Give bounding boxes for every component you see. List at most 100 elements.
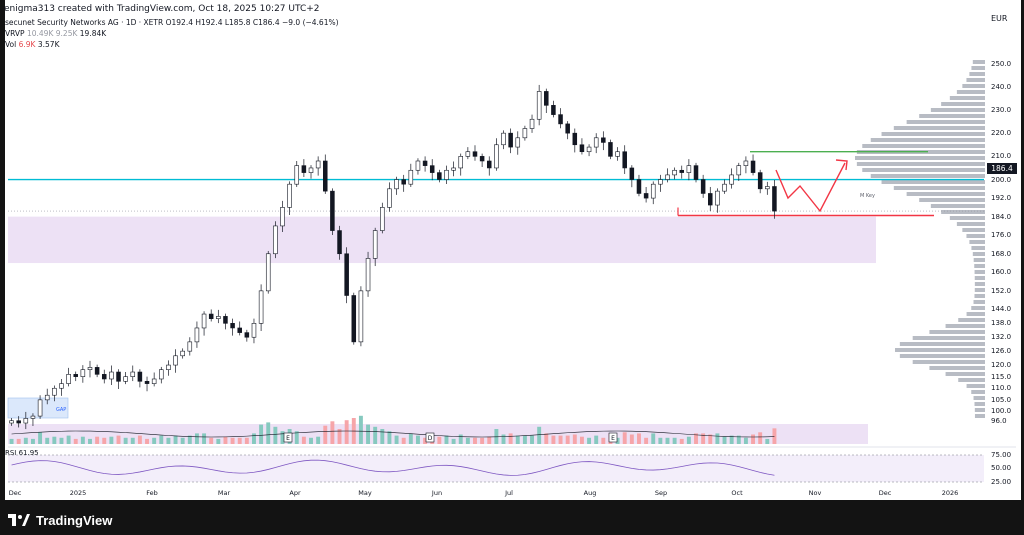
volume-profile-bar <box>862 144 985 148</box>
volume-profile-bar <box>974 402 985 406</box>
volume-bar <box>152 437 157 444</box>
volume-bar <box>280 431 285 444</box>
volume-bar <box>95 436 100 444</box>
volume-bar <box>736 435 741 444</box>
price-tick: 115.0 <box>991 372 1012 381</box>
volume-bar <box>38 432 43 444</box>
volume-legend[interactable]: Vol 6.9K 3.57K <box>5 40 60 49</box>
volume-profile-bar <box>930 204 985 208</box>
volume-bar <box>515 435 520 444</box>
candle-body <box>772 186 777 212</box>
volume-bar <box>537 426 542 444</box>
candle-body <box>429 165 435 173</box>
candle-body <box>750 160 756 173</box>
volume-bar <box>644 437 649 444</box>
symbol-legend[interactable]: secunet Security Networks AG · 1D · XETR… <box>5 18 339 27</box>
volume-bar <box>294 431 299 444</box>
volume-bar <box>722 436 727 444</box>
candle-body <box>593 137 599 148</box>
candle-body <box>151 378 157 384</box>
price-tick: 220.0 <box>991 129 1012 138</box>
volume-bar <box>358 415 363 444</box>
volume-profile-bar <box>856 162 985 166</box>
candle-body <box>59 383 64 389</box>
candle-body <box>494 144 499 169</box>
candle-body <box>679 169 685 173</box>
candle-body <box>180 350 185 357</box>
volume-bar <box>565 435 570 444</box>
volume-bar <box>622 432 627 444</box>
volume-profile-bar <box>855 156 985 160</box>
volume-profile-bar <box>958 378 985 382</box>
volume-bar <box>601 437 606 444</box>
volume-bar <box>751 434 756 444</box>
volume-bar <box>686 436 691 444</box>
time-tick: Oct <box>731 489 743 497</box>
candle-body <box>208 313 214 319</box>
candle-body <box>515 137 521 148</box>
vrvp-value-down: 9.25K <box>55 29 78 38</box>
candle-body <box>66 374 71 384</box>
price-tick: 138.0 <box>991 319 1012 328</box>
volume-bar <box>729 435 734 444</box>
currency-label: EUR <box>991 14 1008 23</box>
volume-bar <box>743 437 748 444</box>
volume-bar <box>237 437 242 444</box>
volume-profile-bar <box>958 318 985 322</box>
candle-body <box>415 160 421 171</box>
candle-body <box>123 376 128 382</box>
volume-profile-bar <box>895 348 985 352</box>
volume-bar <box>209 437 214 444</box>
time-tick: 2026 <box>941 489 959 497</box>
candle-body <box>586 146 592 153</box>
candle-body <box>287 183 292 208</box>
candle-body <box>323 160 328 192</box>
price-tick: 240.0 <box>991 82 1012 91</box>
price-tick: 192.0 <box>991 194 1012 203</box>
event-marker-label: E <box>286 435 290 442</box>
volume-profile-bar <box>969 72 985 76</box>
volume-profile-bar <box>974 264 985 268</box>
candle-body <box>337 230 342 255</box>
volume-bar <box>88 438 92 444</box>
candle-body <box>650 183 656 199</box>
volume-profile-bar <box>973 258 985 262</box>
volume-bar <box>629 434 634 444</box>
volume-profile-bar <box>956 90 985 94</box>
volume-profile-bar <box>966 312 985 316</box>
candle-body <box>601 137 606 143</box>
volume-bar <box>408 433 413 444</box>
tradingview-logo[interactable]: TradingView <box>8 512 112 528</box>
volume-profile-bar <box>881 132 985 136</box>
volume-profile-bar <box>949 96 985 100</box>
candle-body <box>294 165 300 185</box>
volume-bar <box>651 433 656 444</box>
price-tick: 184.0 <box>991 212 1012 221</box>
volume-bar <box>344 420 349 444</box>
rsi-label[interactable]: RSI 61.95 <box>5 449 39 457</box>
volume-bar <box>558 435 563 444</box>
vrvp-value-up: 10.49K <box>26 29 54 38</box>
demand-zone <box>8 216 876 264</box>
volume-profile-bar <box>941 102 985 106</box>
volume-profile-bar <box>974 294 985 298</box>
m-key-label: M Key <box>860 193 875 199</box>
volume-bar <box>252 433 256 444</box>
volume-profile-bar <box>881 180 985 184</box>
candle-body <box>422 160 428 166</box>
volume-bar <box>665 437 670 444</box>
candle-body <box>23 418 29 424</box>
time-tick: Dec <box>8 489 22 497</box>
volume-profile-bar <box>974 270 985 274</box>
candle-body <box>265 253 271 292</box>
candle-body <box>315 160 321 169</box>
candle-body <box>551 105 556 115</box>
volume-bar <box>187 435 192 444</box>
vrvp-legend[interactable]: VRVP 10.49K 9.25K 19.84K <box>5 29 106 38</box>
volume-bar <box>137 435 142 444</box>
candle-body <box>109 371 114 380</box>
time-tick: Jul <box>505 489 513 497</box>
price-tick: 176.0 <box>991 231 1012 240</box>
candle-body <box>615 151 620 157</box>
